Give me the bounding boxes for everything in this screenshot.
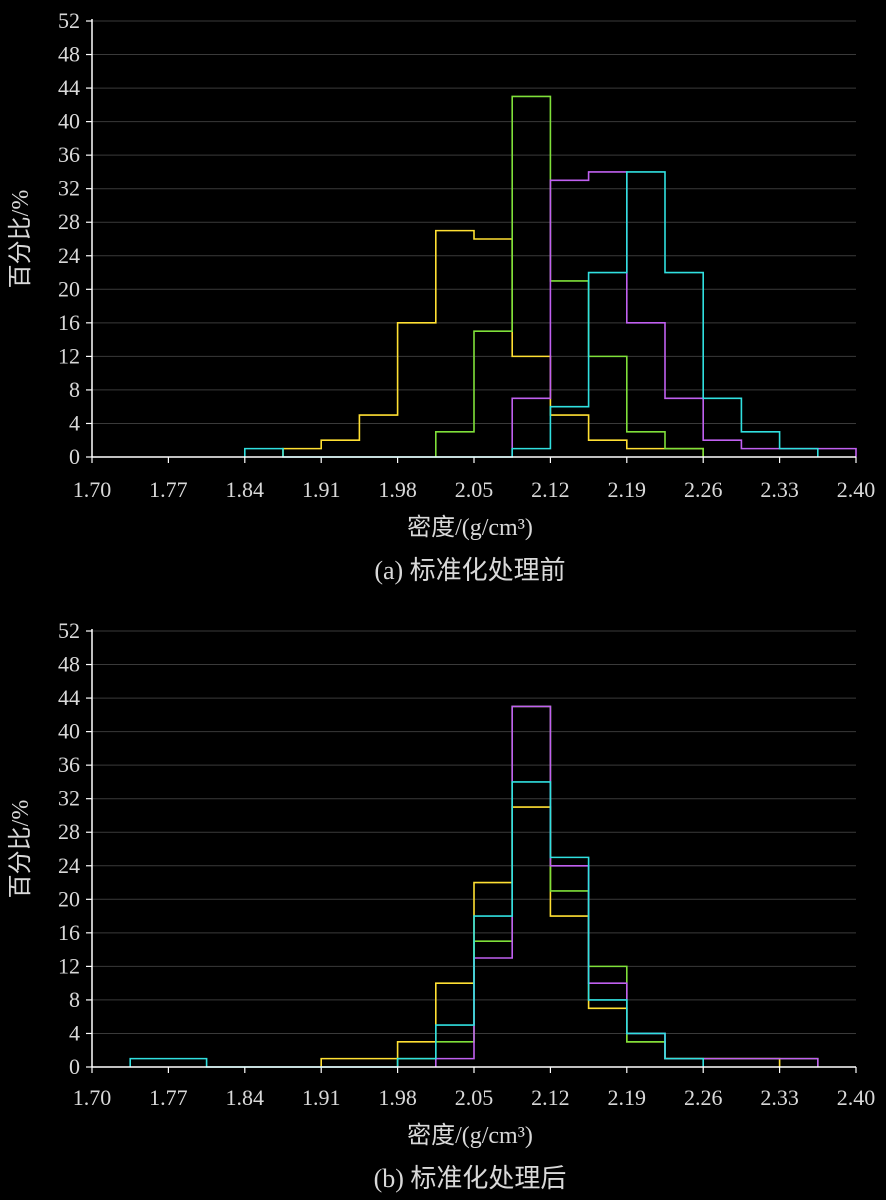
y-tick-label: 12 (58, 343, 80, 368)
x-axis-label: 密度/(g/cm³) (407, 514, 533, 541)
y-tick-label: 52 (58, 8, 80, 33)
y-tick-label: 44 (58, 75, 80, 100)
histogram-series-3 (511, 171, 857, 457)
y-tick-label: 52 (58, 618, 80, 643)
y-tick-label: 16 (58, 310, 80, 335)
x-tick-label: 2.12 (531, 477, 570, 502)
x-tick-label: 2.33 (760, 1085, 799, 1110)
histogram-series-2 (396, 705, 819, 1067)
x-tick-label: 2.40 (837, 1085, 876, 1110)
x-tick-label: 2.26 (684, 1085, 723, 1110)
y-axis-label: 百分比/% (7, 190, 34, 289)
y-tick-label: 36 (58, 142, 80, 167)
x-tick-label: 1.91 (302, 1085, 341, 1110)
y-tick-label: 0 (69, 1054, 80, 1079)
x-tick-label: 2.05 (455, 1085, 494, 1110)
y-tick-label: 48 (58, 652, 80, 677)
x-tick-label: 2.12 (531, 1085, 570, 1110)
x-tick-label: 2.05 (455, 477, 494, 502)
histogram-series-4 (244, 171, 819, 458)
chart-caption: (b) 标准化处理后 (374, 1164, 567, 1193)
histogram-series-4 (129, 781, 704, 1068)
x-tick-label: 2.19 (608, 477, 647, 502)
x-tick-label: 1.77 (149, 477, 188, 502)
x-tick-label: 2.40 (837, 477, 876, 502)
x-tick-label: 1.77 (149, 1085, 188, 1110)
y-tick-label: 24 (58, 243, 80, 268)
y-tick-label: 8 (69, 987, 80, 1012)
x-tick-label: 2.19 (608, 1085, 647, 1110)
x-tick-label: 1.70 (73, 1085, 112, 1110)
x-tick-label: 1.91 (302, 477, 341, 502)
y-tick-label: 32 (58, 176, 80, 201)
y-tick-label: 40 (58, 719, 80, 744)
x-tick-label: 2.26 (684, 477, 723, 502)
y-tick-label: 48 (58, 42, 80, 67)
x-tick-label: 1.98 (378, 1085, 417, 1110)
y-axis-label: 百分比/% (7, 800, 34, 899)
y-tick-label: 28 (58, 209, 80, 234)
histogram-series-2 (435, 95, 704, 457)
histogram-series-1 (282, 229, 704, 457)
y-tick-label: 0 (69, 444, 80, 469)
y-tick-label: 40 (58, 109, 80, 134)
x-axis-label: 密度/(g/cm³) (407, 1122, 533, 1149)
y-tick-label: 44 (58, 685, 80, 710)
y-tick-label: 8 (69, 377, 80, 402)
y-tick-label: 4 (69, 410, 80, 435)
x-tick-label: 1.84 (226, 477, 265, 502)
y-tick-label: 20 (58, 276, 80, 301)
y-tick-label: 4 (69, 1020, 80, 1045)
x-tick-label: 1.98 (378, 477, 417, 502)
y-tick-label: 28 (58, 819, 80, 844)
chart-caption: (a) 标准化处理前 (374, 556, 565, 585)
y-tick-label: 24 (58, 853, 80, 878)
y-tick-label: 12 (58, 953, 80, 978)
x-tick-label: 1.84 (226, 1085, 265, 1110)
y-tick-label: 36 (58, 752, 80, 777)
x-tick-label: 2.33 (760, 477, 799, 502)
y-tick-label: 16 (58, 920, 80, 945)
y-tick-label: 20 (58, 886, 80, 911)
x-tick-label: 1.70 (73, 477, 112, 502)
y-tick-label: 32 (58, 786, 80, 811)
